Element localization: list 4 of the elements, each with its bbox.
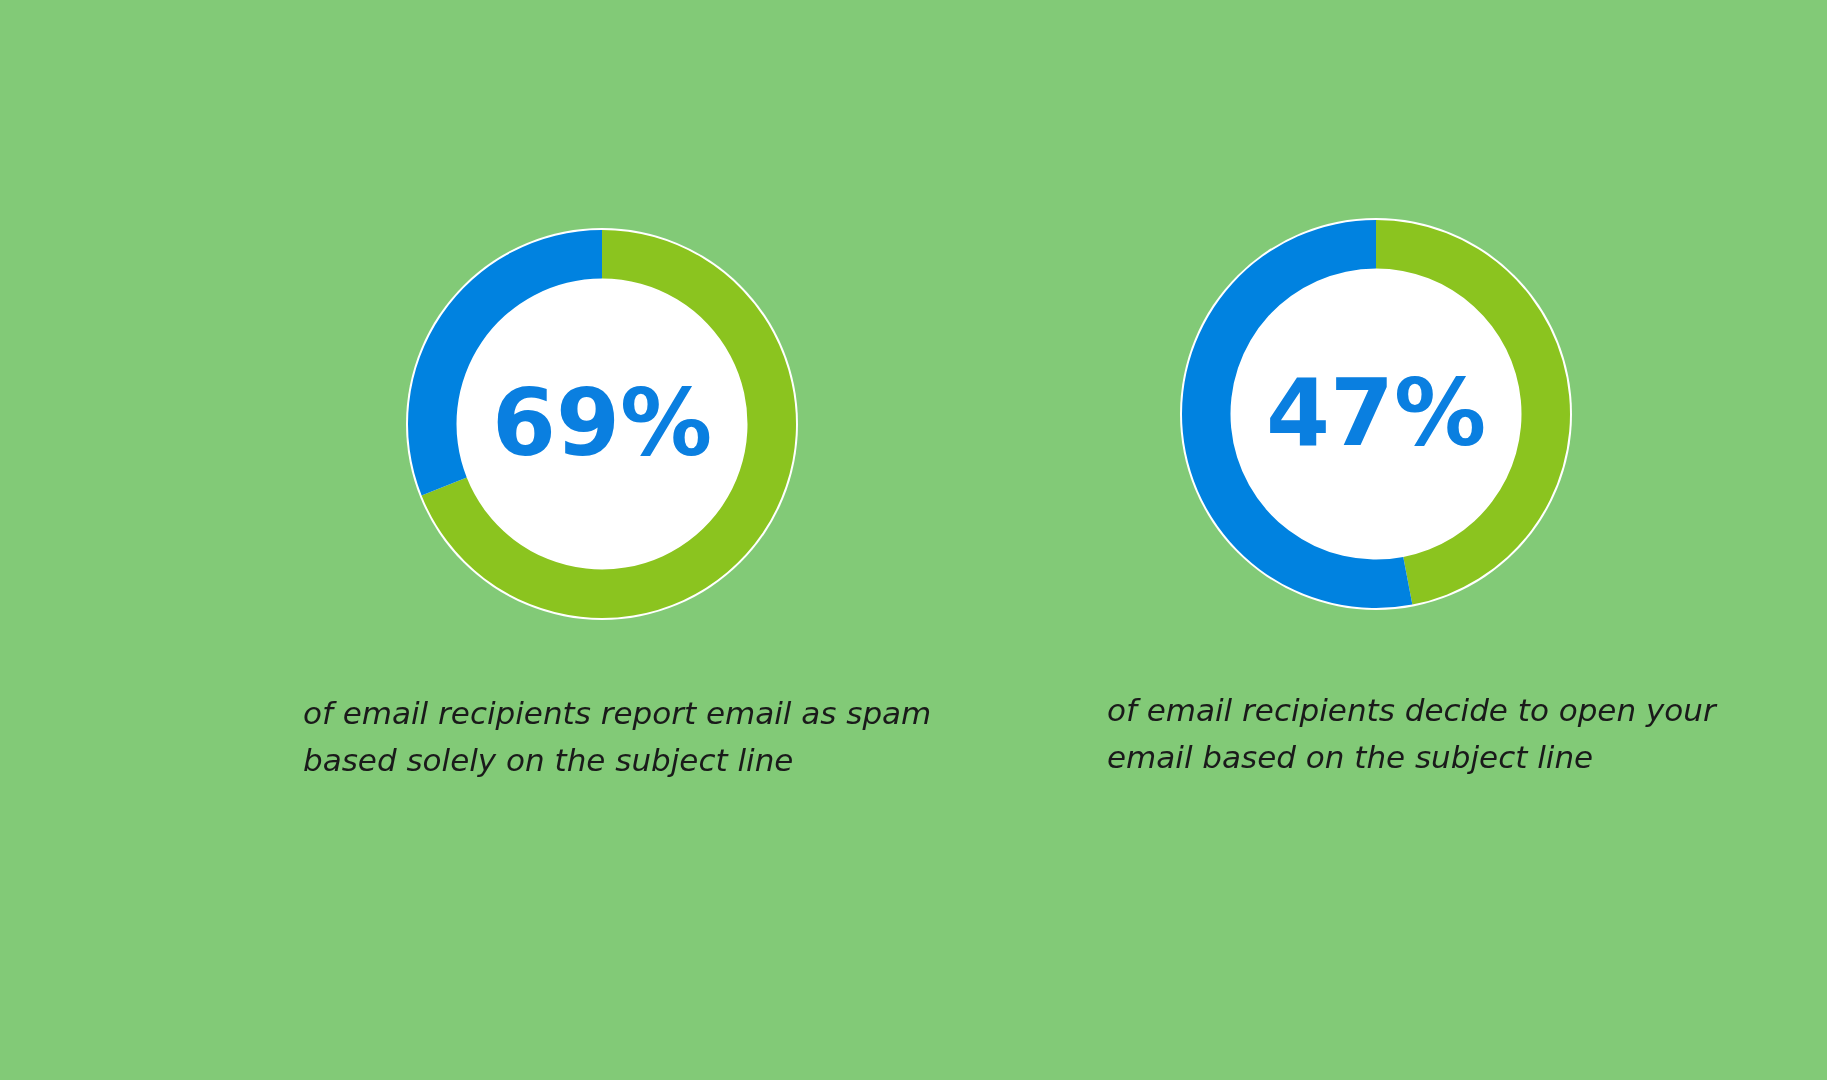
text: of email recipients decide to open your email based on the subject line xyxy=(1107,691,1719,777)
text: of email recipients report email as spam based solely on the subject line xyxy=(303,694,933,780)
text: 47% xyxy=(1264,360,1488,467)
text: 69% xyxy=(490,370,714,477)
